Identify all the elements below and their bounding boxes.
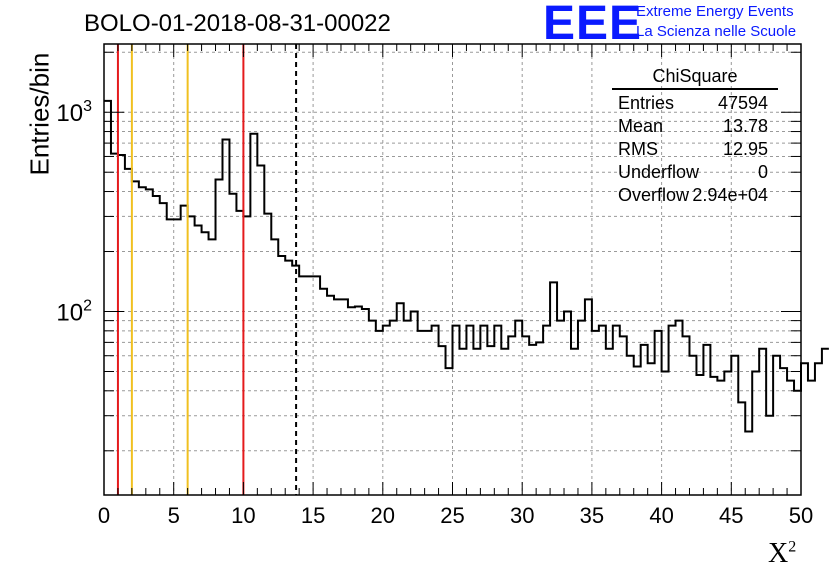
stats-value: 13.78 [722, 116, 768, 136]
stats-row-underflow: Underflow 0 [612, 161, 778, 184]
eee-logo: EEE [543, 0, 643, 50]
histogram-series [104, 99, 829, 433]
x-tick-label: 15 [301, 503, 325, 528]
stats-value: 12.95 [722, 139, 768, 159]
logo-subtitle-line2: La Scienza nelle Scuole [636, 23, 797, 40]
x-tick-label: 35 [580, 503, 604, 528]
x-tick-label: 0 [98, 503, 110, 528]
x-tick-label: 30 [510, 503, 534, 528]
stats-value: 2.94e+04 [692, 185, 768, 205]
logo-subtitle-line1: Extreme Energy Events [636, 3, 794, 20]
x-tick-label: 25 [440, 503, 464, 528]
x-tick-label: 45 [719, 503, 743, 528]
x-axis-label-sup: 2 [788, 538, 797, 556]
stats-value: 47594 [717, 93, 768, 113]
x-tick-label: 50 [789, 503, 813, 528]
stats-title: ChiSquare [612, 66, 778, 90]
x-tick-label: 5 [168, 503, 180, 528]
stats-row-entries: Entries 47594 [612, 92, 778, 115]
stats-key: RMS [618, 139, 658, 159]
stats-key: Mean [618, 116, 664, 136]
x-tick-label: 10 [231, 503, 255, 528]
stats-row-rms: RMS 12.95 [612, 138, 778, 161]
stats-key: Underflow [618, 162, 700, 182]
y-tick-label: 102 [56, 298, 92, 327]
stats-box: ChiSquare Entries 47594 Mean 13.78 RMS 12.9… [612, 66, 778, 207]
stats-key: Entries [618, 93, 675, 113]
y-tick-label: 103 [56, 98, 92, 127]
stats-row-overflow: Overflow 2.94e+04 [612, 184, 778, 207]
x-tick-label: 20 [371, 503, 395, 528]
stats-key: Overflow [618, 185, 690, 205]
x-tick-label: 40 [649, 503, 673, 528]
stats-row-mean: Mean 13.78 [612, 115, 778, 138]
stats-value: 0 [757, 162, 768, 182]
chart-title: BOLO-01-2018-08-31-00022 [84, 10, 391, 37]
x-axis-label: X2 [768, 538, 796, 570]
x-axis-label-base: X [768, 538, 789, 569]
